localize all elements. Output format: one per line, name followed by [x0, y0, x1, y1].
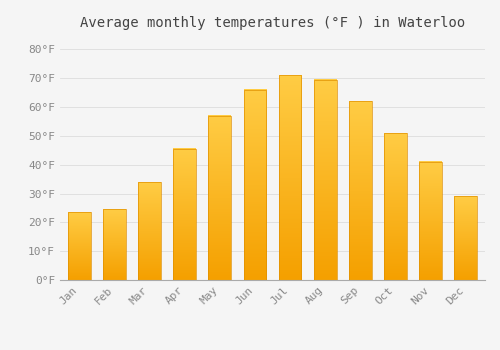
- Bar: [384, 133, 407, 280]
- Bar: [208, 116, 231, 280]
- Bar: [138, 182, 161, 280]
- Bar: [419, 162, 442, 280]
- Bar: [349, 101, 372, 280]
- Bar: [314, 80, 336, 280]
- Bar: [138, 182, 161, 280]
- Bar: [174, 149, 196, 280]
- Bar: [68, 212, 90, 280]
- Bar: [278, 75, 301, 280]
- Bar: [419, 162, 442, 280]
- Title: Average monthly temperatures (°F ) in Waterloo: Average monthly temperatures (°F ) in Wa…: [80, 16, 465, 30]
- Bar: [454, 196, 477, 280]
- Bar: [208, 116, 231, 280]
- Bar: [103, 209, 126, 280]
- Bar: [454, 196, 477, 280]
- Bar: [174, 149, 196, 280]
- Bar: [244, 90, 266, 280]
- Bar: [278, 75, 301, 280]
- Bar: [384, 133, 407, 280]
- Bar: [103, 209, 126, 280]
- Bar: [314, 80, 336, 280]
- Bar: [349, 101, 372, 280]
- Bar: [244, 90, 266, 280]
- Bar: [68, 212, 90, 280]
